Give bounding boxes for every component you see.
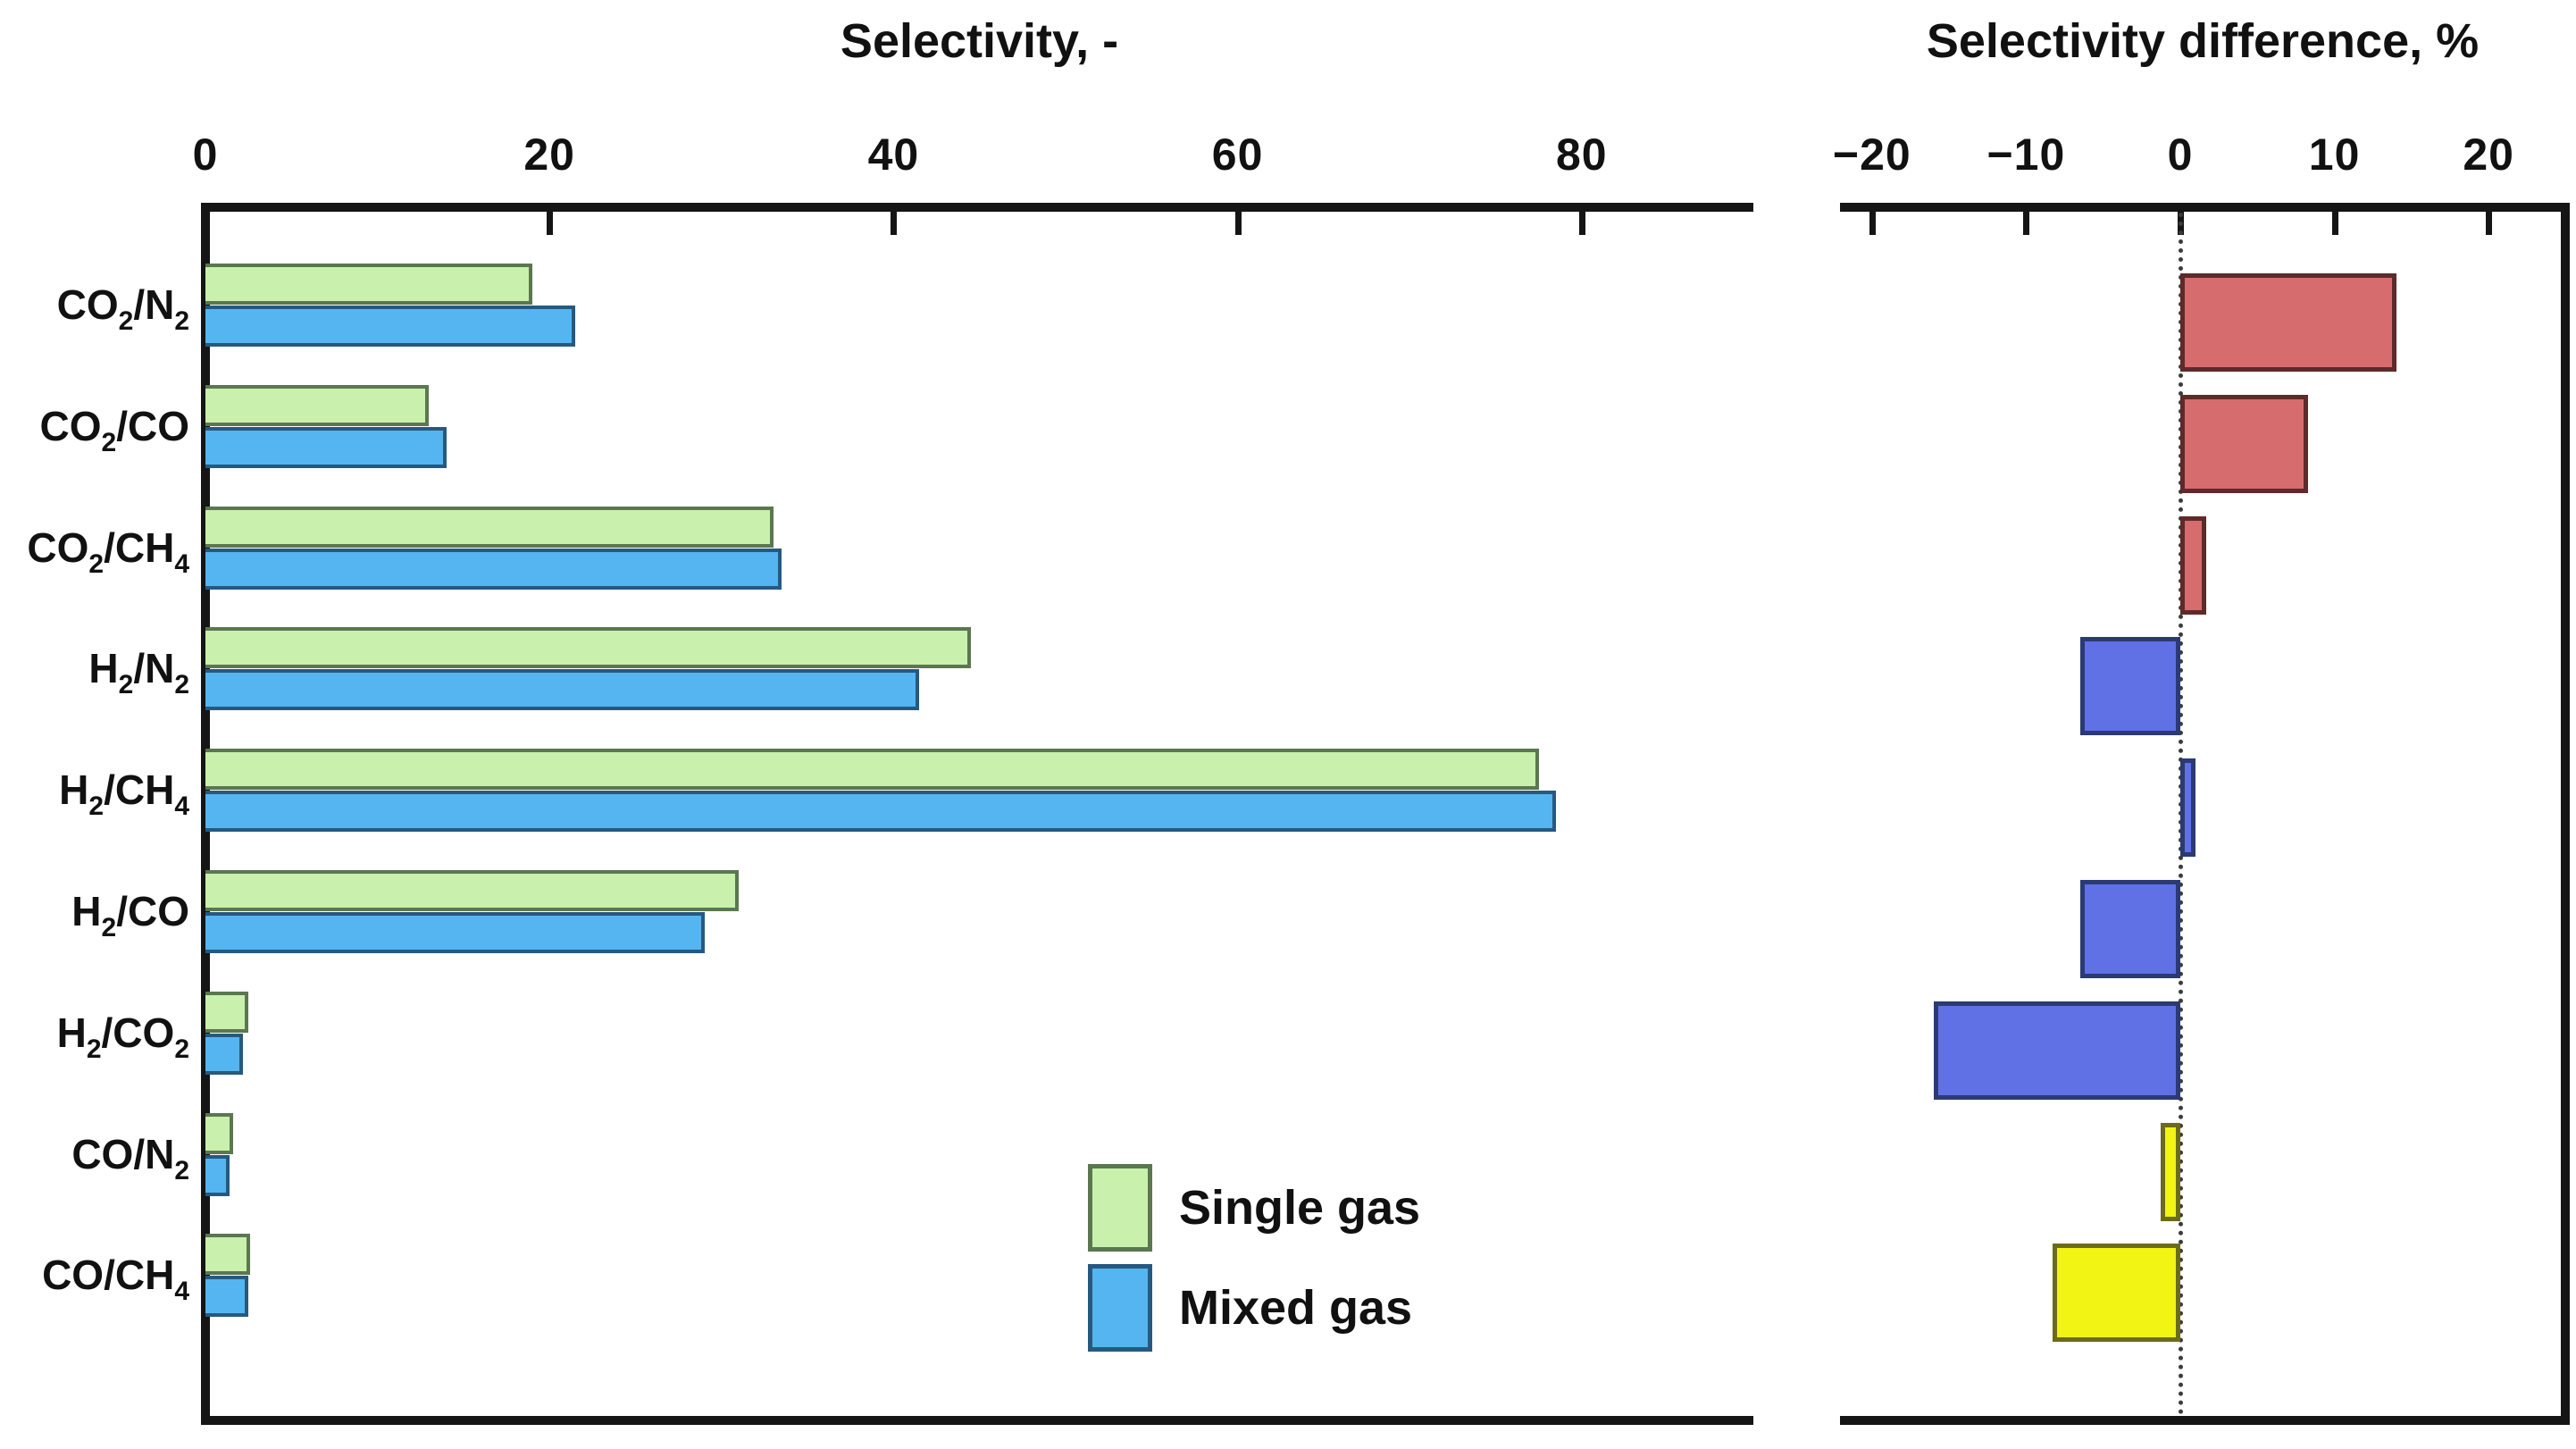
axis-tick-label: 40 [867, 130, 920, 180]
right-difference-panel [1840, 203, 2570, 1425]
left-bar-mixed-gas-7 [205, 1154, 230, 1196]
left-axis-bottom-line [201, 1416, 1753, 1425]
category-label-7: CO/N2 [71, 1130, 189, 1185]
right-axis-right-line [2561, 203, 2570, 1425]
legend-label-single-gas: Single gas [1179, 1181, 1421, 1235]
left-bar-single-gas-1 [205, 384, 430, 426]
left-axis-top-line [201, 203, 1753, 212]
right-diff-bar-2 [2180, 515, 2207, 615]
axis-tick-label: 60 [1211, 130, 1264, 180]
axis-tick-label: 0 [192, 130, 219, 180]
axis-tick [2023, 212, 2030, 235]
right-diff-bar-3 [2079, 637, 2180, 736]
legend-item-mixed-gas: Mixed gas [1088, 1258, 1420, 1358]
left-bar-single-gas-7 [205, 1112, 233, 1154]
left-bar-single-gas-6 [205, 991, 249, 1033]
left-bar-mixed-gas-2 [205, 548, 782, 590]
category-label-4: H2/CH4 [59, 766, 189, 822]
axis-tick [547, 212, 554, 235]
axis-tick [2486, 212, 2493, 235]
category-label-1: CO2/CO [39, 402, 189, 457]
left-bar-mixed-gas-0 [205, 306, 576, 347]
category-label-6: H2/CO2 [56, 1009, 189, 1064]
left-bar-single-gas-3 [205, 627, 972, 669]
left-bar-mixed-gas-1 [205, 426, 447, 468]
legend: Single gas Mixed gas [1088, 1158, 1420, 1358]
category-label-0: CO2/N2 [56, 281, 189, 336]
axis-tick-label: 80 [1555, 130, 1608, 180]
right-diff-bar-6 [1933, 1001, 2180, 1100]
category-label-2: CO2/CH4 [27, 523, 189, 579]
legend-label-mixed-gas: Mixed gas [1179, 1281, 1413, 1335]
right-diff-bar-8 [2052, 1244, 2180, 1343]
category-label-3: H2/N2 [88, 645, 189, 700]
left-selectivity-panel [201, 203, 1753, 1425]
right-diff-bar-0 [2180, 273, 2396, 372]
left-bar-single-gas-8 [205, 1234, 251, 1276]
right-diff-bar-5 [2079, 880, 2180, 978]
left-panel-title: Selectivity, - [840, 14, 1119, 68]
left-bar-mixed-gas-3 [205, 669, 920, 711]
legend-swatch-single-gas [1088, 1164, 1152, 1252]
axis-tick [1869, 212, 1876, 235]
legend-swatch-mixed-gas [1088, 1264, 1152, 1352]
left-bar-mixed-gas-4 [205, 791, 1556, 833]
right-diff-bar-4 [2180, 758, 2196, 858]
category-label-8: CO/CH4 [42, 1252, 189, 1307]
axis-tick-label: −10 [1986, 130, 2066, 180]
left-bar-single-gas-4 [205, 749, 1539, 791]
axis-tick-label: 20 [2463, 130, 2514, 180]
axis-tick [1234, 212, 1242, 235]
right-diff-bar-1 [2180, 394, 2309, 493]
axis-tick [1578, 212, 1585, 235]
right-diff-bar-7 [2160, 1122, 2180, 1221]
right-axis-bottom-line [1840, 1416, 2570, 1425]
category-label-5: H2/CO [71, 888, 189, 942]
left-bar-mixed-gas-8 [205, 1276, 249, 1318]
right-axis-top-line [1840, 203, 2570, 212]
axis-tick-label: 0 [2167, 130, 2194, 180]
axis-tick [2331, 212, 2338, 235]
axis-tick [891, 212, 898, 235]
right-panel-title: Selectivity difference, % [1926, 14, 2480, 68]
left-bar-single-gas-0 [205, 264, 532, 305]
left-bar-single-gas-5 [205, 870, 740, 911]
axis-tick-label: 10 [2308, 130, 2361, 180]
axis-tick-label: −20 [1832, 130, 1911, 180]
left-bar-single-gas-2 [205, 506, 774, 548]
legend-item-single-gas: Single gas [1088, 1158, 1420, 1258]
axis-tick-label: 20 [523, 130, 575, 180]
left-bar-mixed-gas-5 [205, 912, 705, 953]
left-bar-mixed-gas-6 [205, 1033, 244, 1075]
